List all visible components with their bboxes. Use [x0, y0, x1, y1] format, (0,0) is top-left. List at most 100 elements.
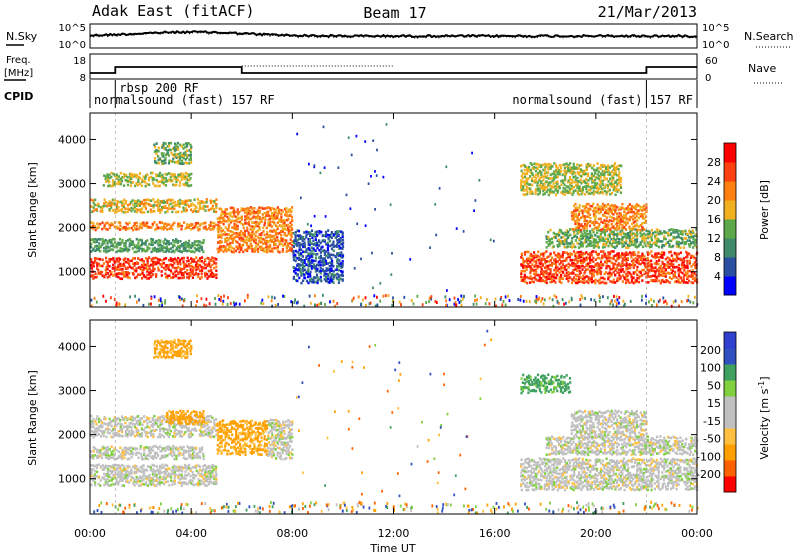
power-cell: [613, 166, 617, 170]
power-cell: [133, 222, 136, 225]
power-cell: [574, 252, 577, 256]
power-cell: [578, 254, 581, 257]
power-cell: [677, 233, 680, 236]
power-cell: [551, 240, 554, 244]
power-cell: [636, 265, 639, 269]
power-cell: [567, 255, 570, 259]
power-cell: [312, 239, 315, 243]
power-cell: [141, 180, 144, 184]
power-cell: [203, 227, 207, 230]
power-cell: [606, 169, 610, 172]
power-cell: [226, 215, 229, 219]
power-cell: [365, 303, 367, 307]
power-cell: [619, 214, 623, 217]
power-cell: [240, 239, 243, 242]
power-cell: [603, 185, 606, 189]
power-cell: [229, 236, 232, 240]
power-cell: [567, 279, 570, 283]
power-cell: [318, 244, 321, 247]
power-cell: [340, 255, 343, 259]
power-cell: [264, 215, 267, 219]
power-cell: [99, 206, 102, 209]
power-cell: [142, 221, 145, 224]
power-cell: [564, 190, 567, 193]
power-cell: [200, 241, 203, 245]
power-cell: [173, 173, 176, 176]
power-cell: [573, 228, 576, 232]
power-cell: [208, 302, 211, 306]
power-cell: [585, 190, 588, 194]
power-cell: [184, 209, 187, 213]
power-cell: [622, 299, 625, 303]
power-cell: [576, 232, 579, 235]
power-cell: [588, 244, 591, 247]
power-cell: [249, 217, 252, 221]
power-cell: [471, 151, 473, 155]
power-cell: [675, 280, 678, 283]
power-cell: [614, 262, 617, 266]
power-cell: [690, 235, 693, 239]
power-cell: [230, 237, 234, 241]
power-cell: [160, 206, 164, 209]
power-cell: [641, 237, 644, 240]
power-cell: [119, 262, 122, 266]
power-cell: [117, 209, 120, 213]
power-cell: [337, 233, 340, 236]
power-cell: [645, 301, 647, 305]
power-cell: [211, 225, 214, 228]
velocity-cell: [143, 471, 146, 474]
power-cell: [168, 258, 171, 262]
power-cell: [618, 227, 621, 230]
power-cell: [281, 210, 284, 213]
power-cell: [110, 171, 113, 175]
power-cell: [693, 277, 696, 280]
power-cell: [574, 273, 577, 277]
power-cell: [258, 222, 261, 226]
velocity-cell: [173, 479, 176, 483]
frequency-unit-label: [MHz]: [4, 68, 33, 79]
power-cell: [332, 253, 335, 257]
power-cell: [577, 226, 580, 230]
power-cell: [291, 206, 294, 209]
power-cell: [672, 265, 675, 269]
power-cell: [615, 304, 618, 308]
power-cell: [113, 298, 116, 301]
power-cell: [341, 231, 344, 235]
power-cell: [191, 242, 194, 245]
power-cell: [178, 244, 182, 248]
power-cell: [142, 260, 145, 263]
power-cell: [92, 222, 95, 225]
power-cell: [596, 235, 599, 238]
power-cell: [278, 208, 281, 211]
power-cell: [142, 179, 145, 183]
power-cell: [641, 254, 644, 257]
power-cell: [609, 182, 612, 185]
power-cell: [165, 245, 169, 248]
power-cell: [233, 227, 236, 230]
power-cell: [636, 254, 639, 258]
power-cell: [585, 268, 588, 272]
power-cell: [657, 252, 660, 255]
power-cell: [285, 250, 288, 253]
power-cell: [554, 258, 557, 261]
power-cell: [673, 258, 677, 261]
power-cell: [576, 236, 579, 239]
velocity-cell: [171, 470, 174, 473]
power-cell: [601, 187, 604, 191]
power-cell: [631, 259, 634, 263]
power-cell: [171, 258, 175, 261]
power-cell: [558, 164, 561, 167]
power-cell: [194, 271, 197, 275]
power-cell: [130, 243, 133, 246]
power-cell: [628, 203, 631, 206]
power-cell: [92, 206, 95, 209]
power-cell: [133, 210, 136, 213]
power-cell: [634, 271, 637, 274]
power-cell: [182, 143, 185, 147]
power-cell: [242, 223, 245, 226]
power-cell: [594, 278, 597, 282]
power-cell: [657, 256, 660, 259]
power-cell: [267, 214, 270, 218]
power-cell: [569, 245, 572, 248]
power-cell: [550, 237, 553, 241]
